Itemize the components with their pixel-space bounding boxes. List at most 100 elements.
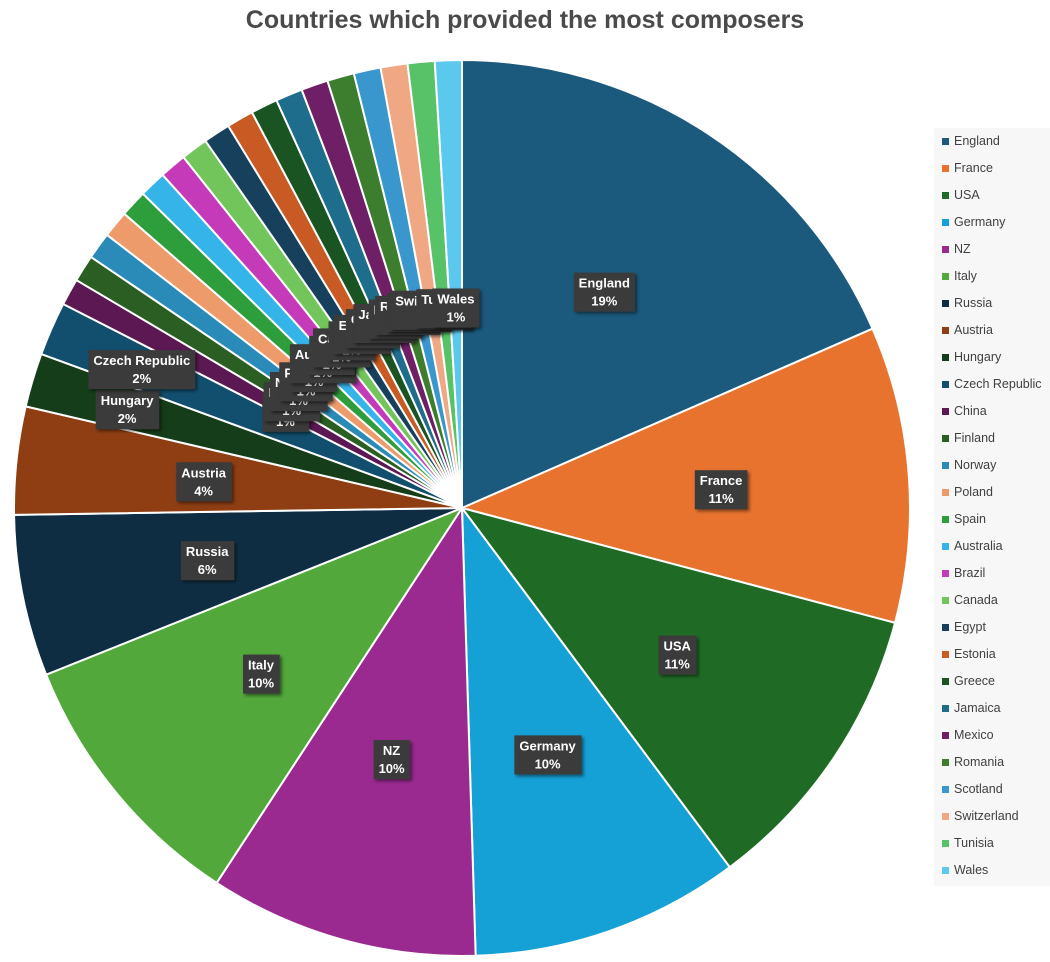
data-label-france: France 11% [694,470,748,510]
legend-swatch [942,812,949,820]
data-label-value: 4% [194,483,213,498]
legend-label: Tunisia [954,836,994,850]
data-label-category: Germany [519,738,576,753]
data-label-category: France [700,473,743,488]
legend-item-poland: Poland [942,482,993,502]
legend-item-brazil: Brazil [942,563,985,583]
legend-item-jamaica: Jamaica [942,698,1001,718]
data-label-box [243,654,280,694]
slice-germany [460,504,732,957]
data-label-england: England 19% [573,272,635,312]
legend-swatch [942,488,949,496]
legend-label: Norway [954,458,997,472]
legend-swatch [942,569,949,577]
legend-label: France [954,161,993,175]
legend-item-hungary: Hungary [942,347,1001,367]
legend-swatch [942,164,949,172]
data-label-box [694,470,748,510]
data-label-value: 10% [248,676,274,691]
data-label-box [180,541,235,581]
legend-label: Switzerland [954,809,1019,823]
legend-item-italy: Italy [942,266,977,286]
legend-label: Brazil [954,566,986,580]
slice-nz [215,504,477,957]
data-label-czech-republic: Czech Republic 2% [88,350,196,390]
data-label-usa: USA 11% [658,635,697,675]
legend-label: Australia [954,539,1003,553]
data-label-value: 1% [447,310,466,325]
data-label-category: Hungary [101,393,155,408]
legend-swatch [942,461,949,469]
legend-item-usa: USA [942,185,980,205]
legend-label: Germany [954,215,1006,229]
legend-swatch [942,596,949,604]
legend-label: Finland [954,431,995,445]
legend-swatch [942,407,949,415]
legend-swatch [942,785,949,793]
slice-england [461,58,874,510]
legend-label: NZ [954,242,971,256]
legend-swatch [942,839,949,847]
legend-label: Czech Republic [954,377,1042,391]
legend-swatch [942,353,949,361]
legend-item-mexico: Mexico [942,725,994,745]
legend-swatch [942,704,949,712]
legend-swatch [942,758,949,766]
data-label-category: NZ [383,743,400,758]
legend-item-switzerland: Switzerland [942,806,1019,826]
legend-label: Wales [954,863,989,877]
data-label-box [373,740,411,780]
slice-russia [13,507,463,677]
data-label-box [514,735,582,775]
legend-label: Austria [954,323,993,337]
legend-swatch [942,866,949,874]
legend-item-egypt: Egypt [942,617,986,637]
legend-item-nz: NZ [942,239,971,259]
legend-item-scotland: Scotland [942,779,1003,799]
chart-title: Countries which provided the most compos… [245,6,805,34]
data-label-value: 2% [118,411,137,426]
legend-swatch [942,731,949,739]
legend-item-australia: Australia [942,536,1003,556]
legend-label: Estonia [954,647,996,661]
legend-label: Poland [954,485,993,499]
legend-item-france: France [942,158,993,178]
legend-swatch [942,542,949,550]
legend-swatch [942,515,949,523]
data-label-category: Czech Republic [93,353,190,368]
legend-label: China [954,404,987,418]
data-label-italy: Italy 10% [243,654,280,694]
data-label-box [573,272,635,312]
data-label-germany: Germany 10% [514,735,582,775]
legend-swatch [942,623,949,631]
legend-label: Jamaica [954,701,1001,715]
legend-label: Italy [954,269,977,283]
data-label-box [95,390,160,430]
legend: England France USA Germany NZ Italy Russia Aust… [934,128,1050,886]
legend-item-canada: Canada [942,590,998,610]
data-label-value: 11% [665,657,691,672]
legend-swatch [942,326,949,334]
data-label-category: Austria [181,465,227,480]
legend-item-czech-republic: Czech Republic [942,374,1042,394]
legend-label: Spain [954,512,986,526]
legend-item-wales: Wales [942,860,988,880]
legend-item-tunisia: Tunisia [942,833,994,853]
pie-data-labels: England 19% France 11% USA 11% Germany 10% NZ 10%… [88,272,748,780]
legend-swatch [942,137,949,145]
data-label-value: 19% [591,294,617,309]
legend-item-austria: Austria [942,320,993,340]
legend-label: Hungary [954,350,1002,364]
legend-label: Greece [954,674,995,688]
legend-item-england: England [942,131,1000,151]
data-label-category: USA [663,639,691,654]
data-label-category: Wales [437,292,474,307]
legend-label: Canada [954,593,998,607]
data-label-value: 2% [132,371,151,386]
legend-label: USA [954,188,980,202]
slice-wales [433,58,463,509]
data-label-box [658,635,697,675]
legend-item-china: China [942,401,987,421]
legend-swatch [942,677,949,685]
data-label-value: 11% [708,491,734,506]
